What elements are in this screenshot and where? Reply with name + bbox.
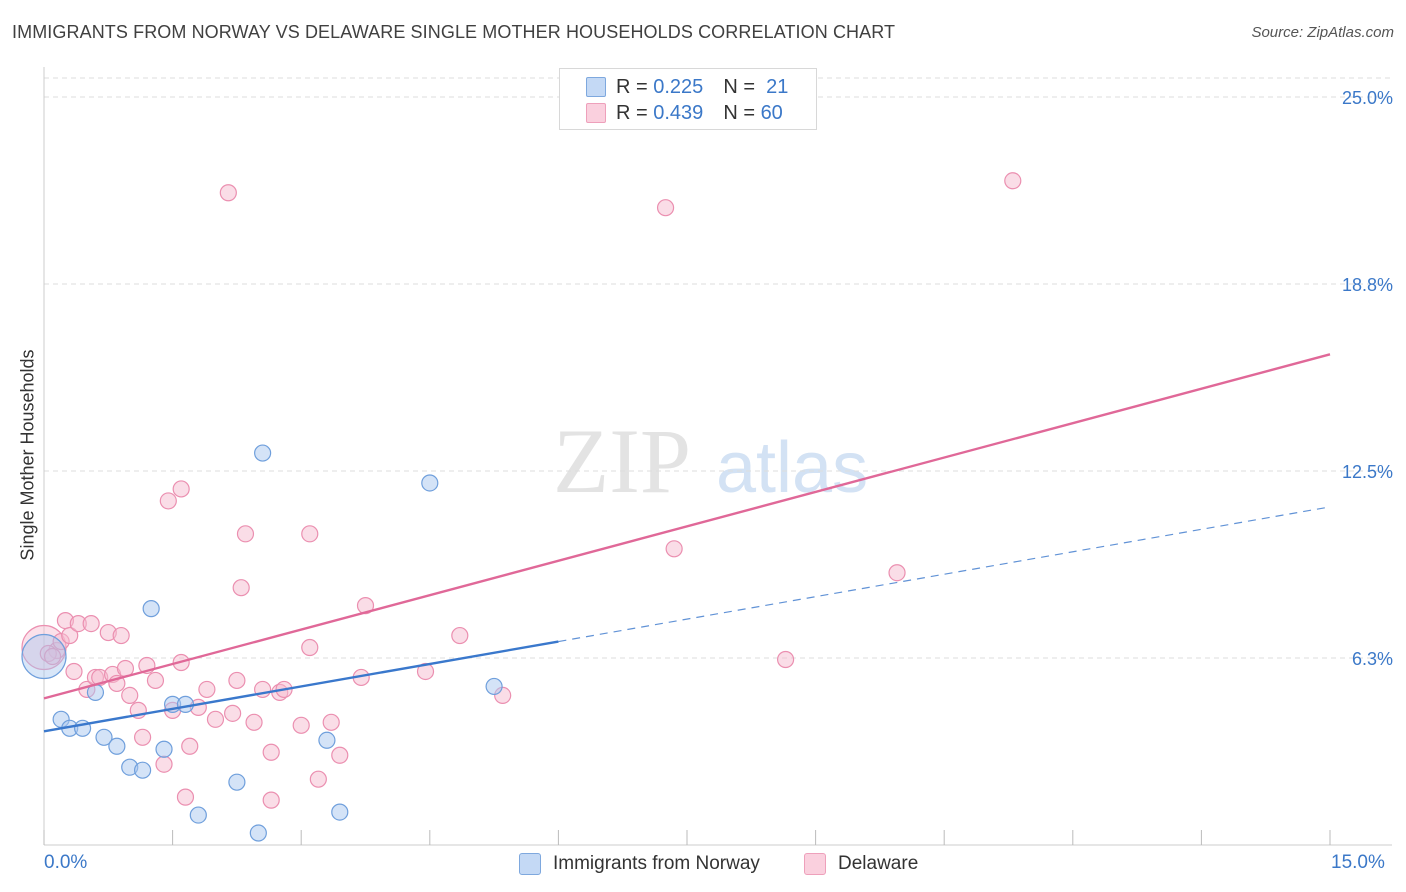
gridlines (44, 77, 1392, 659)
delaware-point (656, 199, 675, 217)
delaware-point (198, 680, 216, 699)
zipatlas-watermark: ZIP atlas (553, 410, 868, 512)
delaware-point (309, 770, 327, 788)
axes (43, 67, 1392, 846)
delaware-point (146, 671, 165, 690)
norway-point (176, 695, 195, 713)
y-tick-labels: 6.3% 12.5% 18.8% 25.0% (1342, 88, 1393, 669)
r-label: R = (616, 75, 648, 98)
delaware-point (133, 728, 152, 746)
norway-trend-extension (558, 506, 1331, 643)
legend-item-delaware[interactable]: Delaware (804, 851, 918, 877)
legend-label-norway: Immigrants from Norway (553, 853, 760, 874)
delaware-point (776, 650, 795, 669)
delaware-point (301, 525, 319, 543)
delaware-point (322, 713, 340, 731)
legend-label-delaware: Delaware (838, 853, 919, 874)
stats-row-norway: R = 0.225 N = 21 (586, 75, 788, 99)
n-label: N = (723, 101, 755, 124)
norway-points (21, 444, 503, 842)
n-label: N = (723, 75, 755, 98)
y-tick-label: 12.5% (1342, 462, 1393, 482)
watermark-zip: ZIP (553, 410, 691, 512)
delaware-point (82, 614, 100, 633)
chart-title: IMMIGRANTS FROM NORWAY VS DELAWARE SINGL… (12, 22, 896, 42)
r-value: 0.225 (653, 75, 704, 98)
delaware-point (219, 184, 237, 202)
source-label: Source: ZipAtlas.com (1251, 24, 1394, 41)
delaware-point (228, 671, 246, 690)
delaware-point (176, 788, 195, 806)
norway-point (95, 728, 113, 746)
delaware-point (61, 626, 79, 645)
norway-point (189, 806, 207, 824)
delaware-point (206, 710, 225, 728)
norway-swatch (586, 77, 606, 97)
n-value: 21 (766, 75, 789, 98)
y-tick-label: 6.3% (1352, 649, 1393, 669)
norway-legend-swatch (519, 853, 541, 875)
norway-trend-line (43, 640, 559, 733)
delaware-point (224, 704, 242, 722)
delaware-point (112, 626, 130, 645)
delaware-point (292, 716, 310, 734)
delaware-point (665, 540, 683, 558)
y-axis-label: Single Mother Households (17, 349, 38, 561)
delaware-point (331, 746, 349, 764)
legend-item-norway[interactable]: Immigrants from Norway (519, 851, 760, 877)
delaware-point (356, 597, 375, 615)
x-tick-min: 0.0% (44, 852, 88, 873)
delaware-point (172, 480, 190, 498)
delaware-point (262, 743, 280, 761)
delaware-point (245, 713, 263, 731)
delaware-point (232, 579, 250, 597)
delaware-swatch (586, 103, 606, 123)
y-tick-label: 25.0% (1342, 88, 1393, 108)
delaware-trend-line (43, 353, 1331, 700)
norway-point (485, 677, 503, 696)
norway-point (142, 600, 160, 618)
r-label: R = (616, 101, 648, 124)
norway-point (254, 444, 272, 462)
norway-point (421, 474, 439, 492)
delaware-point (121, 686, 139, 705)
delaware-point (236, 525, 255, 543)
delaware-point (159, 492, 177, 510)
n-value: 60 (760, 101, 783, 124)
delaware-point (301, 638, 319, 657)
delaware-point (43, 647, 62, 666)
r-value: 0.439 (653, 101, 704, 124)
delaware-point (416, 662, 435, 681)
x-tick-max: 15.0% (1331, 852, 1385, 873)
norway-point (155, 740, 173, 758)
norway-point (108, 737, 126, 755)
norway-point (331, 803, 349, 821)
delaware-legend-swatch (804, 853, 826, 875)
norway-point (249, 824, 267, 842)
trend-lines (43, 353, 1331, 733)
delaware-points (21, 172, 1022, 809)
y-tick-label: 18.8% (1342, 275, 1393, 295)
stats-row-delaware: R = 0.439 N = 60 (586, 101, 783, 125)
norway-point (133, 761, 152, 779)
delaware-point (155, 755, 173, 773)
norway-point (228, 773, 246, 791)
delaware-point (65, 662, 83, 681)
watermark-atlas: atlas (716, 428, 868, 508)
stats-legend: R = 0.225 N = 21 R = 0.439 N = 60 (559, 68, 817, 130)
delaware-point (888, 564, 906, 582)
norway-point (21, 633, 67, 680)
delaware-point (1004, 172, 1022, 190)
delaware-point (181, 737, 199, 755)
delaware-point (262, 791, 280, 809)
delaware-point (451, 626, 469, 645)
norway-point (318, 731, 336, 749)
